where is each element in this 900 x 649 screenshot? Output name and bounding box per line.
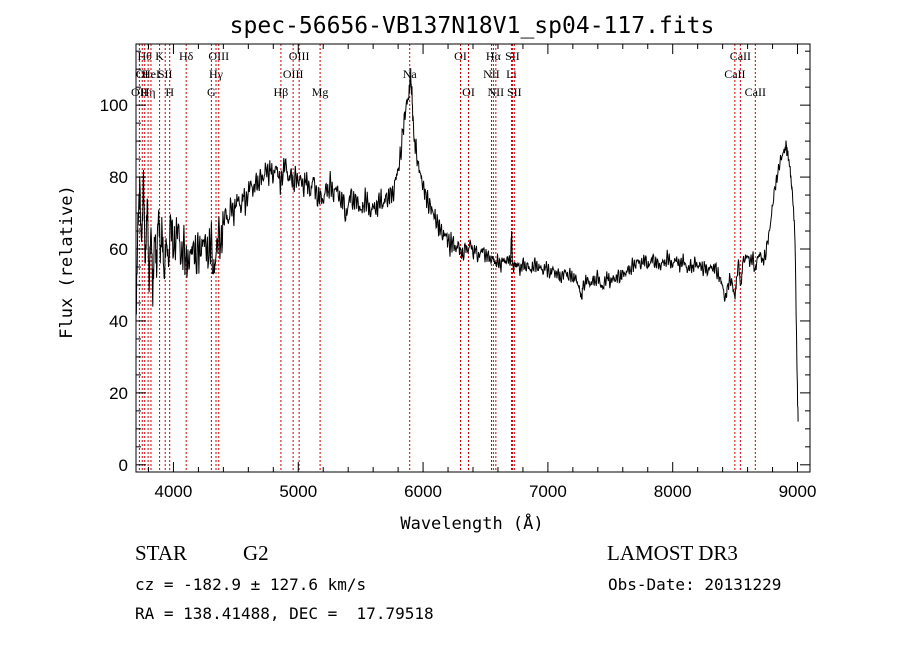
line-marker-label: OIII: [289, 49, 310, 63]
line-marker-label: Na: [403, 67, 418, 81]
object-class: STAR: [135, 541, 187, 565]
line-marker-label: K: [155, 49, 164, 63]
x-tick-label: 4000: [155, 482, 193, 501]
plot-frame: [135, 43, 811, 473]
line-marker-label: OIII: [283, 67, 304, 81]
x-axis-label: Wavelength (Å): [400, 512, 543, 534]
obs-date: Obs-Date: 20131229: [608, 575, 782, 594]
line-markers: OIIOIHθHηHeIKSIIHHδGHγOIIIHβOIIIOIIIMgNa…: [131, 44, 766, 472]
survey-name: LAMOST DR3: [607, 541, 738, 565]
x-tick-label: 8000: [654, 482, 692, 501]
chart-title: spec-56656-VB137N18V1_sp04-117.fits: [230, 13, 715, 39]
line-marker-label: OIII: [208, 49, 229, 63]
line-marker-label: Hδ: [179, 49, 194, 63]
x-tick-label: 5000: [279, 482, 317, 501]
line-marker-label: OI: [462, 85, 475, 99]
y-tick-label: 40: [109, 312, 128, 331]
line-marker-label: OI: [136, 67, 149, 81]
line-marker-label: SII: [505, 49, 520, 63]
redshift-text: cz = -182.9 ± 127.6 km/s: [135, 575, 367, 594]
coordinates-text: RA = 138.41488, DEC = 17.79518: [135, 604, 434, 623]
line-marker-label: Hα: [486, 49, 502, 63]
line-marker-label: Hγ: [209, 67, 224, 81]
line-marker-label: Hη: [141, 85, 156, 99]
y-tick-label: 60: [109, 240, 128, 259]
line-marker-label: CaII: [724, 67, 745, 81]
line-marker-label: NII: [488, 85, 505, 99]
line-marker-label: CaII: [730, 49, 751, 63]
axis-ticks: 4000 5000 6000 7000 8000 9000 0 20 40 60 80 100: [100, 44, 817, 501]
x-tick-label: 6000: [404, 482, 442, 501]
y-tick-label: 0: [119, 456, 128, 475]
line-marker-label: NII: [483, 67, 500, 81]
subclass: G2: [243, 541, 269, 565]
line-marker-label: Mg: [312, 85, 329, 99]
line-marker-label: CaII: [745, 85, 766, 99]
line-marker-label: OI: [454, 49, 467, 63]
line-marker-label: HeI: [142, 67, 160, 81]
line-marker-label: H: [165, 85, 174, 99]
spectrum-line: [135, 68, 799, 422]
y-tick-label: 20: [109, 384, 128, 403]
y-tick-label: 100: [100, 96, 128, 115]
x-tick-label: 9000: [779, 482, 817, 501]
line-marker-label: SII: [158, 67, 173, 81]
line-marker-label: Li: [506, 67, 517, 81]
x-tick-label: 7000: [529, 482, 567, 501]
y-tick-label: 80: [109, 168, 128, 187]
line-marker-label: SII: [507, 85, 522, 99]
line-marker-label: G: [207, 85, 216, 99]
line-marker-label: OII: [131, 85, 148, 99]
y-axis-label: Flux (relative): [57, 185, 77, 339]
line-marker-label: Hβ: [274, 85, 289, 99]
